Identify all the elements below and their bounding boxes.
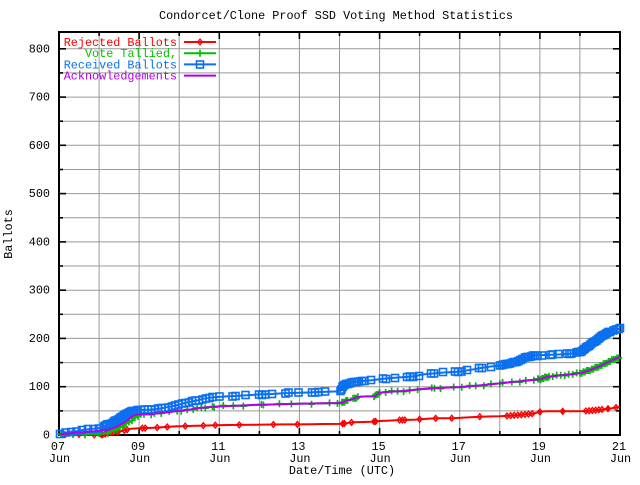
- svg-text:Ballots: Ballots: [2, 209, 16, 259]
- svg-text:13: 13: [291, 440, 305, 454]
- svg-text:Condorcet/Clone Proof SSD Voti: Condorcet/Clone Proof SSD Voting Method …: [159, 9, 513, 23]
- svg-text:09: 09: [131, 440, 145, 454]
- svg-text:Jun: Jun: [450, 452, 471, 466]
- svg-text:19: 19: [532, 440, 546, 454]
- svg-text:400: 400: [29, 235, 50, 249]
- svg-text:700: 700: [29, 91, 50, 105]
- svg-text:17: 17: [452, 440, 466, 454]
- svg-text:Jun: Jun: [49, 452, 70, 466]
- svg-text:Rejected Ballots: Rejected Ballots: [64, 36, 177, 50]
- svg-text:500: 500: [29, 187, 50, 201]
- svg-text:15: 15: [372, 440, 386, 454]
- svg-text:Received Ballots: Received Ballots: [64, 58, 177, 72]
- svg-text:07: 07: [51, 440, 65, 454]
- svg-text:800: 800: [29, 42, 50, 56]
- svg-text:Acknowledgements: Acknowledgements: [64, 70, 177, 84]
- svg-text:Date/Time (UTC): Date/Time (UTC): [289, 464, 395, 478]
- svg-text:Jun: Jun: [610, 452, 631, 466]
- svg-text:200: 200: [29, 332, 50, 346]
- svg-text:300: 300: [29, 284, 50, 298]
- svg-text:Vote Tallied,: Vote Tallied,: [85, 47, 177, 61]
- svg-text:Jun: Jun: [209, 452, 230, 466]
- svg-text:Jun: Jun: [129, 452, 150, 466]
- svg-text:0: 0: [43, 429, 50, 443]
- svg-text:600: 600: [29, 139, 50, 153]
- svg-text:Jun: Jun: [289, 452, 310, 466]
- svg-text:Jun: Jun: [369, 452, 390, 466]
- svg-text:Jun: Jun: [530, 452, 551, 466]
- svg-text:100: 100: [29, 380, 50, 394]
- svg-text:11: 11: [211, 440, 225, 454]
- svg-text:21: 21: [612, 440, 626, 454]
